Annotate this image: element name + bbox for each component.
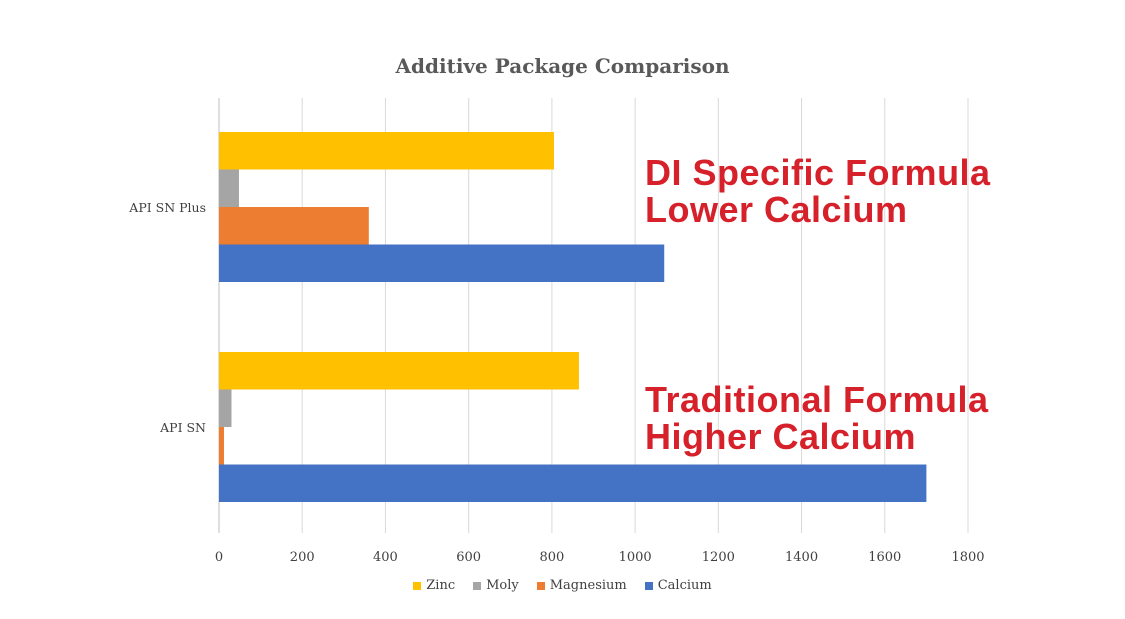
legend-item-moly: Moly bbox=[473, 578, 519, 593]
annotation-line: Higher Calcium bbox=[645, 416, 917, 457]
x-tick-label: 200 bbox=[290, 550, 315, 565]
bar-calcium-api-sn-plus bbox=[219, 244, 665, 282]
legend-label: Calcium bbox=[657, 578, 712, 593]
bar-moly-api-sn-plus bbox=[219, 169, 239, 207]
bar-zinc-api-sn bbox=[219, 352, 579, 390]
chart-title: Additive Package Comparison bbox=[395, 54, 730, 78]
category-label-api-sn: API SN bbox=[160, 420, 206, 435]
bar-calcium-api-sn bbox=[219, 464, 927, 502]
legend-swatch bbox=[644, 581, 653, 590]
annotation-di-specific: DI Specific Formula Lower Calcium bbox=[645, 154, 991, 228]
category-label-api-sn-plus: API SN Plus bbox=[129, 200, 206, 215]
bar-zinc-api-sn-plus bbox=[219, 132, 554, 170]
annotation-line: Lower Calcium bbox=[645, 189, 908, 230]
bar-moly-api-sn bbox=[219, 389, 232, 427]
legend-item-magnesium: Magnesium bbox=[536, 578, 627, 593]
x-tick-label: 1000 bbox=[619, 550, 652, 565]
x-tick-label: 0 bbox=[215, 550, 223, 565]
x-tick-label: 800 bbox=[539, 550, 564, 565]
annotation-line: Traditional Formula bbox=[645, 379, 989, 420]
legend-swatch bbox=[536, 581, 545, 590]
x-tick-label: 400 bbox=[373, 550, 398, 565]
legend-label: Moly bbox=[486, 578, 519, 593]
legend-swatch bbox=[473, 581, 482, 590]
chart-legend: Zinc Moly Magnesium Calcium bbox=[0, 578, 1125, 593]
bar-magnesium-api-sn bbox=[219, 427, 224, 465]
annotation-line: DI Specific Formula bbox=[645, 152, 991, 193]
legend-item-calcium: Calcium bbox=[644, 578, 712, 593]
x-tick-label: 1800 bbox=[951, 550, 984, 565]
x-tick-label: 600 bbox=[456, 550, 481, 565]
legend-label: Zinc bbox=[426, 578, 456, 593]
annotation-traditional: Traditional Formula Higher Calcium bbox=[645, 381, 989, 455]
bar-magnesium-api-sn-plus bbox=[219, 207, 369, 245]
legend-swatch bbox=[413, 581, 422, 590]
legend-label: Magnesium bbox=[549, 578, 627, 593]
legend-item-zinc: Zinc bbox=[413, 578, 455, 593]
x-tick-label: 1600 bbox=[868, 550, 901, 565]
x-tick-label: 1400 bbox=[785, 550, 818, 565]
x-tick-label: 1200 bbox=[702, 550, 735, 565]
